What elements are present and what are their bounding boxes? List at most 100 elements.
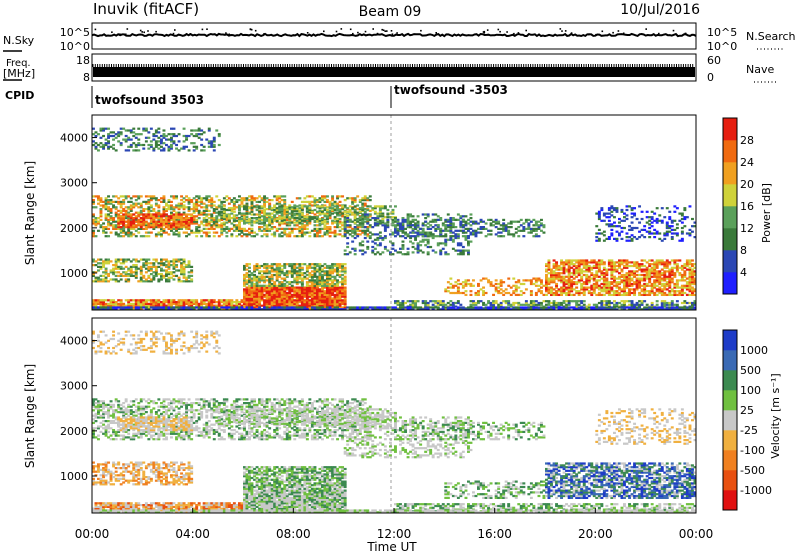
freq-left-tick-top: 18: [76, 54, 90, 67]
heatmap-cell: [255, 200, 259, 204]
heatmap-cell: [152, 222, 156, 225]
heatmap-cell: [623, 264, 626, 268]
heatmap-cell: [132, 265, 136, 269]
heatmap-cell: [192, 218, 196, 222]
heatmap-cell: [446, 238, 450, 241]
heatmap-cell: [343, 304, 347, 307]
heatmap-cell: [165, 215, 168, 218]
heatmap-cell: [258, 214, 262, 217]
heatmap-cell: [607, 293, 611, 297]
cpid-segment-2: twofsound -3503: [394, 83, 508, 97]
heatmap-cell: [288, 291, 292, 295]
heatmap-cell: [464, 282, 468, 286]
heatmap-cell: [285, 286, 289, 289]
heatmap-cell: [112, 226, 116, 229]
heatmap-cell: [439, 231, 443, 234]
heatmap-cell: [590, 288, 594, 291]
heatmap-cell: [378, 253, 382, 256]
heatmap-cell: [331, 263, 335, 266]
heatmap-cell: [187, 217, 191, 220]
heatmap-cell: [99, 211, 103, 214]
heatmap-cell: [270, 216, 274, 219]
heatmap-cell: [205, 224, 209, 227]
heatmap-cell: [92, 271, 95, 274]
heatmap-cell: [258, 279, 262, 282]
heatmap-cell: [255, 282, 259, 286]
heatmap-cell: [545, 263, 548, 266]
heatmap-cell: [394, 227, 397, 231]
heatmap-cell: [373, 247, 377, 250]
heatmap-cell: [172, 267, 176, 270]
heatmap-cell: [132, 213, 136, 216]
heatmap-cell: [298, 290, 302, 293]
heatmap-cell: [444, 235, 448, 238]
noise-dot: [396, 32, 398, 34]
heatmap-cell: [308, 306, 312, 309]
heatmap-cell: [180, 265, 184, 269]
heatmap-cell: [313, 293, 317, 297]
heatmap-cell: [316, 279, 319, 282]
heatmap-cell: [109, 202, 113, 205]
heatmap-cell: [165, 278, 168, 281]
heatmap-cell: [308, 263, 312, 266]
heatmap-cell: [305, 207, 309, 210]
heatmap-cell: [215, 222, 219, 225]
heatmap-cell: [293, 272, 297, 275]
heatmap-cell: [258, 217, 262, 221]
heatmap-cell: [605, 279, 609, 282]
heatmap-cell: [117, 267, 121, 270]
heatmap-cell: [545, 264, 548, 268]
heatmap-cell: [409, 222, 413, 225]
heatmap-cell: [230, 200, 234, 204]
heatmap-cell: [343, 306, 347, 309]
heatmap-cell: [167, 280, 171, 283]
heatmap-cell: [265, 270, 269, 273]
heatmap-cell: [313, 227, 317, 231]
heatmap-cell: [122, 274, 126, 278]
heatmap-cell: [240, 304, 244, 307]
heatmap-cell: [263, 301, 267, 304]
heatmap-cell: [313, 235, 317, 238]
heatmap-cell: [273, 302, 277, 306]
heatmap-cell: [298, 221, 302, 224]
heatmap-cell: [210, 197, 214, 200]
heatmap-cell: [560, 281, 564, 284]
heatmap-cell: [109, 271, 113, 274]
heatmap-cell: [499, 227, 503, 231]
heatmap-cell: [268, 217, 272, 221]
heatmap-cell: [489, 224, 493, 227]
heatmap-cell: [618, 288, 621, 291]
heatmap-cell: [104, 197, 108, 200]
heatmap-cell: [389, 240, 392, 243]
heatmap-cell: [446, 213, 450, 216]
heatmap-cell: [295, 293, 299, 297]
heatmap-cell: [331, 290, 335, 293]
heatmap-cell: [338, 297, 342, 300]
heatmap-cell: [429, 235, 433, 238]
heatmap-cell: [268, 229, 272, 232]
heatmap-cell: [482, 277, 486, 280]
heatmap-cell: [492, 284, 496, 287]
heatmap-cell: [263, 299, 267, 302]
heatmap-cell: [162, 231, 166, 234]
heatmap-cell: [290, 290, 294, 293]
heatmap-cell: [607, 286, 611, 289]
heatmap-cell: [278, 282, 282, 286]
heatmap-cell: [154, 224, 158, 227]
heatmap-cell: [333, 205, 337, 208]
heatmap-cell: [144, 231, 148, 234]
heatmap-cell: [202, 209, 206, 213]
heatmap-cell: [149, 215, 153, 218]
heatmap-cell: [263, 272, 267, 275]
heatmap-cell: [139, 195, 143, 198]
heatmap-cell: [597, 293, 601, 297]
heatmap-cell: [134, 302, 138, 306]
heatmap-cell: [326, 290, 329, 293]
heatmap-cell: [104, 215, 108, 218]
heatmap-cell: [129, 304, 133, 307]
heatmap-cell: [323, 266, 327, 269]
heatmap-cell: [321, 205, 324, 208]
heatmap-cell: [122, 262, 126, 265]
heatmap-cell: [122, 258, 126, 261]
heatmap-cell: [180, 271, 184, 274]
